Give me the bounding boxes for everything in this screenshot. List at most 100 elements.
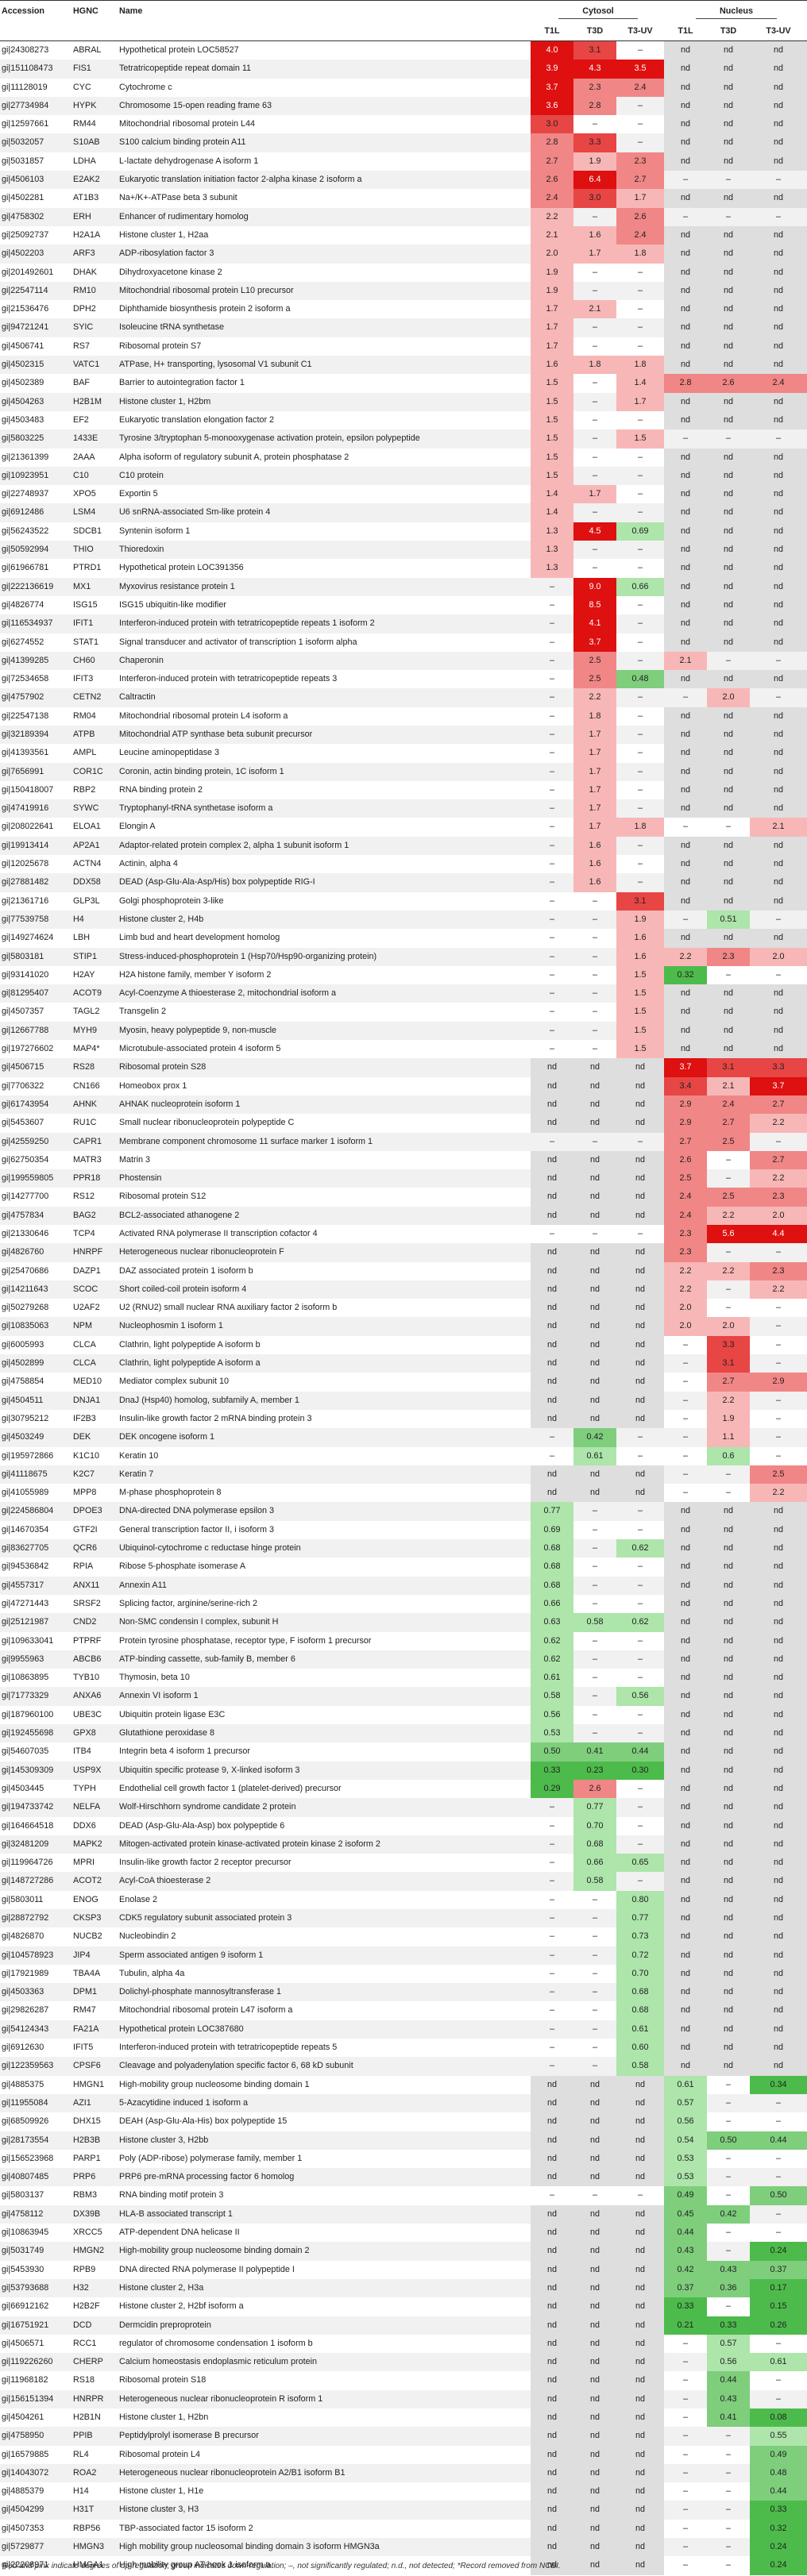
nucleus-t3uv-cell: 0.24 bbox=[750, 2538, 807, 2557]
cytosol-t3d-cell: – bbox=[592, 1229, 597, 1238]
nucleus-t3d-cell: – bbox=[726, 1303, 732, 1313]
cytosol-t1l-cell: nd bbox=[531, 1058, 573, 1077]
nucleus-t3d-cell: 0.41 bbox=[707, 2409, 751, 2428]
nucleus-t3uv-cell: nd bbox=[750, 1687, 807, 1706]
accession-cell: gi|148727286 bbox=[0, 1872, 71, 1891]
table-row: gi|192455698 GPX8 Glutathione peroxidase 8… bbox=[0, 1724, 807, 1743]
header-row-conditions: T1L T3D T3-UV T1L T3D T3-UV bbox=[0, 21, 807, 41]
cytosol-t3d-cell: 2.5 bbox=[573, 670, 616, 689]
nucleus-t1l-cell: 0.53 bbox=[664, 2149, 708, 2169]
cytosol-t1l-cell: nd bbox=[531, 2149, 573, 2169]
hgnc-cell: K1C10 bbox=[73, 1450, 100, 1461]
table-row: gi|4826870 NUCB2 Nucleobindin 2– –0.73 nd nd n… bbox=[0, 1927, 807, 1946]
nucleus-t1l-cell: 2.4 bbox=[664, 1206, 708, 1225]
nucleus-t3uv-cell: nd bbox=[750, 1520, 807, 1540]
cytosol-t3d-cell: nd bbox=[573, 2463, 616, 2483]
table-row: gi|116534937 IFIT1 Interferon-induced prot… bbox=[0, 614, 807, 633]
accession-cell: gi|25470686 bbox=[2, 1265, 49, 1276]
hgnc-cell: NELFA bbox=[71, 1798, 118, 1817]
table-row: gi|61743954 AHNK AHNAK nucleoprotein isofo… bbox=[0, 1095, 807, 1115]
hgnc-cell: HMGN1 bbox=[73, 2079, 104, 2089]
cytosol-t3uv-cell: 0.30 bbox=[616, 1761, 665, 1780]
table-row: gi|5729877 HMGN3 High mobility group nucle… bbox=[0, 2538, 807, 2557]
cytosol-t3uv-cell: – bbox=[638, 489, 643, 499]
nucleus-t3uv-cell: nd bbox=[750, 725, 807, 745]
table-row: gi|83627705 QCR6 Ubiquinol-cytochrome c re… bbox=[0, 1539, 807, 1558]
nucleus-t3d-cell: – bbox=[707, 1465, 751, 1484]
name-cell: Short coiled-coil protein isoform 4 bbox=[118, 1280, 531, 1300]
nucleus-t1l-cell: 2.0 bbox=[664, 1317, 708, 1336]
hgnc-cell: RS18 bbox=[73, 2375, 95, 2385]
cytosol-t3uv-cell: – bbox=[616, 1576, 665, 1595]
cytosol-t3d-cell: nd bbox=[573, 2260, 616, 2279]
cytosol-t3uv-cell: nd bbox=[616, 2445, 665, 2464]
table-row: gi|122359563 CPSF6 Cleavage and polyadenyl… bbox=[0, 2057, 807, 2076]
name-cell: DnaJ (Hsp40) homolog, subfamily A, membe… bbox=[118, 1391, 531, 1410]
nucleus-t1l-cell: 0.57 bbox=[664, 2093, 708, 2113]
name-cell: AHNAK nucleoprotein isoform 1 bbox=[118, 1095, 531, 1115]
nucleus-t3uv-cell: 0.24 bbox=[750, 2556, 807, 2575]
cytosol-t3d-cell: – bbox=[592, 414, 597, 425]
nucleus-t1l-cell: nd bbox=[664, 281, 708, 301]
nucleus-t1l-cell: – bbox=[683, 1339, 689, 1350]
cytosol-t3uv-cell: – bbox=[616, 281, 665, 301]
table-row: gi|66912162 H2B2F Histone cluster 2, H2bf … bbox=[0, 2297, 807, 2316]
name-cell: Keratin 10 bbox=[119, 1450, 159, 1461]
nucleus-t1l-cell: – bbox=[683, 2412, 689, 2422]
name-cell: General transcription factor II, i isofo… bbox=[119, 1524, 275, 1534]
cytosol-t3uv-cell: nd bbox=[616, 1317, 665, 1336]
hgnc-cell: PPIB bbox=[71, 2427, 118, 2446]
cytosol-t1l-cell: nd bbox=[531, 1465, 573, 1484]
nucleus-t1l-cell: nd bbox=[664, 1003, 708, 1022]
nucleus-t3uv-cell: 0.55 bbox=[750, 2427, 807, 2446]
hgnc-cell: FA21A bbox=[71, 2020, 118, 2039]
name-cell: Interferon-induced protein with tetratri… bbox=[118, 614, 531, 633]
nucleus-t3uv-cell: – bbox=[776, 2228, 782, 2238]
hgnc-cell: PTRD1 bbox=[73, 563, 102, 573]
accession-cell: gi|14211643 bbox=[0, 1280, 71, 1300]
cytosol-t1l-cell: nd bbox=[531, 2278, 573, 2298]
accession-cell: gi|22547114 bbox=[0, 281, 71, 301]
nucleus-t3d-cell: nd bbox=[707, 707, 751, 726]
accession-cell: gi|201492601 bbox=[2, 267, 54, 277]
nucleus-t1l-cell: – bbox=[683, 2560, 689, 2570]
nucleus-t3d-cell: 0.43 bbox=[707, 2260, 751, 2279]
nucleus-t3d-cell: nd bbox=[707, 1854, 751, 1873]
cytosol-t3d-cell: – bbox=[573, 207, 616, 226]
cytosol-t3uv-cell: – bbox=[616, 873, 665, 892]
nucleus-t3d-cell: nd bbox=[707, 633, 751, 652]
nucleus-t3d-cell: nd bbox=[707, 1021, 751, 1041]
table-row: gi|14277700 RS12 Ribosomal protein S12 nd nd… bbox=[0, 1188, 807, 1207]
nucleus-t3d-cell: nd bbox=[707, 392, 751, 411]
cytosol-t3uv-cell: nd bbox=[616, 1280, 665, 1300]
nucleus-t1l-cell: – bbox=[683, 822, 689, 832]
nucleus-t1l-cell: nd bbox=[664, 836, 708, 856]
nucleus-t3d-cell: 0.43 bbox=[707, 2389, 751, 2409]
nucleus-t3uv-cell: – bbox=[776, 1339, 782, 1350]
cytosol-t3d-cell: 1.6 bbox=[573, 855, 616, 874]
nucleus-t3d-cell: nd bbox=[707, 2001, 751, 2020]
nucleus-t3uv-cell: – bbox=[750, 2204, 807, 2224]
name-cell: Mitogen-activated protein kinase-activat… bbox=[118, 1835, 531, 1854]
hgnc-cell: TYB10 bbox=[73, 1673, 100, 1683]
nucleus-t3d-cell: nd bbox=[707, 133, 751, 152]
name-cell: DEAH (Asp-Glu-Ala-His) box polypeptide 1… bbox=[119, 2116, 288, 2127]
accession-cell: gi|5031857 bbox=[2, 156, 44, 166]
nucleus-t1l-cell: nd bbox=[664, 873, 708, 892]
nucleus-t1l-cell: nd bbox=[664, 1594, 708, 1614]
nucleus-t3d-cell: – bbox=[726, 2153, 732, 2163]
nucleus-t3uv-cell: 2.3 bbox=[750, 1261, 807, 1280]
name-cell: Tetratricopeptide repeat domain 11 bbox=[118, 60, 531, 79]
cytosol-t3d-cell: nd bbox=[573, 2204, 616, 2224]
cytosol-t1l-cell: nd bbox=[531, 1317, 573, 1336]
nucleus-t1l-cell: nd bbox=[664, 245, 708, 264]
cytosol-t3d-cell: nd bbox=[573, 1391, 616, 1410]
cytosol-t3d-cell: nd bbox=[573, 2353, 616, 2372]
hgnc-cell: DPH2 bbox=[73, 304, 96, 314]
cytosol-t3d-cell: 1.7 bbox=[573, 725, 616, 745]
nucleus-t3uv-cell: nd bbox=[750, 1539, 807, 1558]
cytosol-t3d-cell: nd bbox=[573, 2371, 616, 2390]
accession-cell: gi|6912630 bbox=[2, 2043, 44, 2053]
table-row: gi|54607035 ITB4 Integrin beta 4 isoform 1… bbox=[0, 1742, 807, 1762]
nucleus-t3uv-cell: – bbox=[750, 2168, 807, 2187]
